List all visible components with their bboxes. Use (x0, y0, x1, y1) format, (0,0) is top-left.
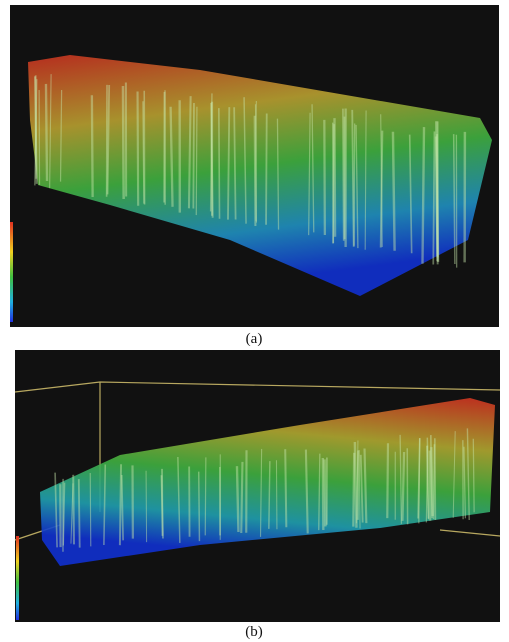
tree-trunk (324, 120, 325, 235)
tree-trunk (353, 453, 354, 527)
tree-trunk (402, 452, 404, 521)
tree-trunk (422, 127, 424, 264)
panel-a: (a) (10, 5, 499, 347)
tree-trunk (269, 461, 270, 529)
page: (a) (b) (() => { const data = JSON.parse… (0, 0, 509, 642)
tree-trunk (79, 479, 80, 548)
tree-trunk (143, 101, 144, 203)
tree-trunk (354, 123, 355, 245)
tree-trunk (323, 458, 324, 530)
tree-trunk (387, 443, 388, 518)
tree-trunk (435, 438, 436, 520)
tree-trunk (193, 103, 194, 209)
tree-trunk (196, 107, 197, 215)
tree-trunk (393, 132, 395, 251)
caption: (a) (246, 331, 263, 347)
color-scale (16, 536, 19, 620)
color-scale (10, 222, 13, 322)
tree-trunk (285, 449, 286, 527)
tree-trunk (437, 134, 438, 262)
tree-trunk (138, 91, 139, 205)
panel-b: (b) (15, 350, 500, 640)
figure: (a) (b) (0, 0, 509, 642)
tree-trunk (92, 95, 93, 197)
tree-trunk (266, 113, 267, 224)
tree-trunk (123, 86, 124, 199)
tree-trunk (120, 464, 121, 545)
tree-trunk (473, 439, 474, 513)
tree-trunk (219, 108, 220, 219)
tree-trunk (433, 131, 434, 264)
tree-trunk (325, 459, 326, 526)
tree-trunk (90, 473, 91, 546)
tree-trunk (237, 466, 238, 532)
tree-trunk (430, 451, 431, 521)
tree-trunk (199, 472, 200, 541)
tree-trunk (205, 457, 206, 535)
tree-trunk (146, 471, 147, 542)
tree-trunk (46, 84, 47, 181)
caption: (b) (245, 624, 263, 640)
tree-trunk (333, 124, 334, 243)
tree-trunk (241, 462, 242, 533)
